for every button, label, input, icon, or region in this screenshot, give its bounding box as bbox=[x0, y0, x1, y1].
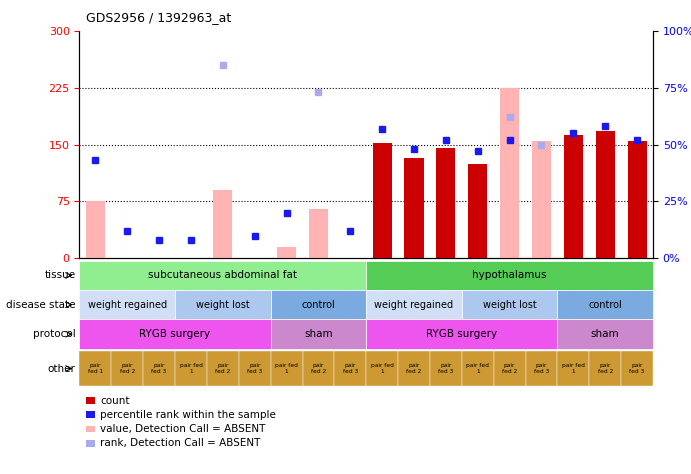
Text: pair fed
1: pair fed 1 bbox=[466, 363, 489, 374]
Text: RYGB surgery: RYGB surgery bbox=[140, 329, 211, 339]
Bar bbox=[309, 209, 328, 258]
Text: sham: sham bbox=[304, 329, 333, 339]
Bar bbox=[468, 164, 487, 258]
Text: pair
fed 2: pair fed 2 bbox=[311, 363, 326, 374]
Text: pair
fed 3: pair fed 3 bbox=[343, 363, 358, 374]
Text: protocol: protocol bbox=[32, 329, 75, 339]
Text: pair fed
1: pair fed 1 bbox=[275, 363, 298, 374]
Text: pair
fed 3: pair fed 3 bbox=[630, 363, 645, 374]
Text: pair
fed 3: pair fed 3 bbox=[534, 363, 549, 374]
Text: count: count bbox=[100, 395, 130, 406]
Text: pair
fed 3: pair fed 3 bbox=[438, 363, 453, 374]
Text: pair fed
1: pair fed 1 bbox=[371, 363, 394, 374]
Bar bbox=[500, 88, 519, 258]
Bar bbox=[596, 131, 615, 258]
Text: control: control bbox=[301, 300, 335, 310]
Text: sham: sham bbox=[591, 329, 620, 339]
Bar bbox=[532, 141, 551, 258]
Text: rank, Detection Call = ABSENT: rank, Detection Call = ABSENT bbox=[100, 438, 261, 448]
Text: pair
fed 2: pair fed 2 bbox=[598, 363, 613, 374]
Bar bbox=[564, 136, 583, 258]
Text: disease state: disease state bbox=[6, 300, 75, 310]
Text: pair
fed 2: pair fed 2 bbox=[120, 363, 135, 374]
Text: weight regained: weight regained bbox=[375, 300, 453, 310]
Text: RYGB surgery: RYGB surgery bbox=[426, 329, 498, 339]
Text: percentile rank within the sample: percentile rank within the sample bbox=[100, 410, 276, 420]
Text: tissue: tissue bbox=[44, 270, 75, 281]
Text: weight regained: weight regained bbox=[88, 300, 167, 310]
Text: pair
fed 3: pair fed 3 bbox=[151, 363, 167, 374]
Bar bbox=[214, 190, 232, 258]
Bar bbox=[277, 247, 296, 258]
Bar bbox=[404, 158, 424, 258]
Text: other: other bbox=[48, 364, 75, 374]
Text: subcutaneous abdominal fat: subcutaneous abdominal fat bbox=[149, 270, 297, 281]
Text: GDS2956 / 1392963_at: GDS2956 / 1392963_at bbox=[86, 11, 231, 24]
Bar bbox=[532, 141, 551, 258]
Text: pair fed
1: pair fed 1 bbox=[180, 363, 202, 374]
Bar bbox=[372, 143, 392, 258]
Text: pair
fed 2: pair fed 2 bbox=[406, 363, 422, 374]
Bar bbox=[86, 201, 105, 258]
Text: pair
fed 2: pair fed 2 bbox=[215, 363, 231, 374]
Text: weight lost: weight lost bbox=[196, 300, 249, 310]
Text: pair fed
1: pair fed 1 bbox=[562, 363, 585, 374]
Bar bbox=[627, 141, 647, 258]
Text: control: control bbox=[588, 300, 622, 310]
Text: weight lost: weight lost bbox=[483, 300, 536, 310]
Text: value, Detection Call = ABSENT: value, Detection Call = ABSENT bbox=[100, 424, 265, 434]
Text: pair
fed 3: pair fed 3 bbox=[247, 363, 263, 374]
Text: pair
fed 2: pair fed 2 bbox=[502, 363, 518, 374]
Bar bbox=[436, 148, 455, 258]
Text: hypothalamus: hypothalamus bbox=[473, 270, 547, 281]
Text: pair
fed 1: pair fed 1 bbox=[88, 363, 103, 374]
